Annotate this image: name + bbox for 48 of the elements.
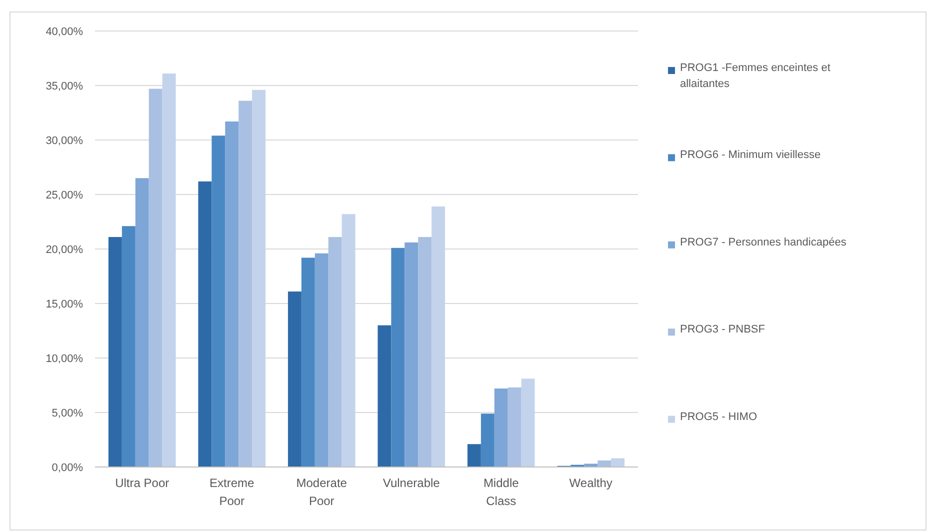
legend-label: PROG6 - Minimum vieillesse [680, 149, 821, 162]
legend-label: PROG7 - Personnes handicapées [680, 236, 847, 248]
bar [584, 464, 598, 467]
bar [314, 253, 328, 467]
bar [148, 88, 162, 467]
bar [521, 378, 535, 467]
x-tick-label: Ultra Poor [115, 476, 170, 490]
bar [494, 388, 508, 467]
bar [467, 444, 481, 467]
y-tick-label: 30,00% [46, 134, 84, 147]
bar [162, 74, 176, 467]
bar [212, 136, 226, 467]
bar [391, 248, 405, 467]
bar [238, 100, 252, 467]
bar [198, 181, 212, 467]
bar [301, 258, 315, 467]
bar [508, 387, 522, 467]
bar [122, 226, 136, 467]
bar [108, 237, 122, 467]
y-tick-label: 25,00% [46, 189, 84, 202]
bar [288, 292, 302, 467]
bar [598, 460, 612, 467]
bar [418, 237, 432, 467]
bar [342, 214, 356, 467]
y-tick-label: 0,00% [52, 462, 84, 474]
bar [378, 325, 392, 467]
x-tick-label: Middle Class [483, 476, 520, 508]
x-tick-label: Moderate Poor [296, 476, 348, 508]
y-tick-label: 5,00% [52, 407, 84, 420]
bar [611, 458, 625, 467]
y-tick-label: 10,00% [46, 352, 84, 365]
y-tick-label: 40,00% [46, 26, 84, 38]
y-tick-label: 20,00% [46, 244, 84, 256]
bar [404, 242, 418, 467]
legend-label: PROG1 -Femmes enceintes et allaitantes [680, 62, 830, 90]
legend-label: PROG3 - PNBSF [680, 324, 766, 336]
bar [480, 414, 494, 467]
bar [135, 178, 149, 467]
y-tick-label: 35,00% [46, 80, 84, 92]
bar [225, 121, 239, 467]
bar [252, 90, 266, 467]
y-tick-label: 15,00% [46, 298, 84, 310]
bar [328, 237, 342, 467]
legend-label: PROG5 - HIMO [680, 410, 758, 423]
x-tick-label: Wealthy [569, 476, 612, 490]
bar [432, 206, 446, 467]
x-tick-label: Extreme Poor [210, 476, 255, 508]
x-tick-label: Vulnerable [382, 476, 440, 490]
